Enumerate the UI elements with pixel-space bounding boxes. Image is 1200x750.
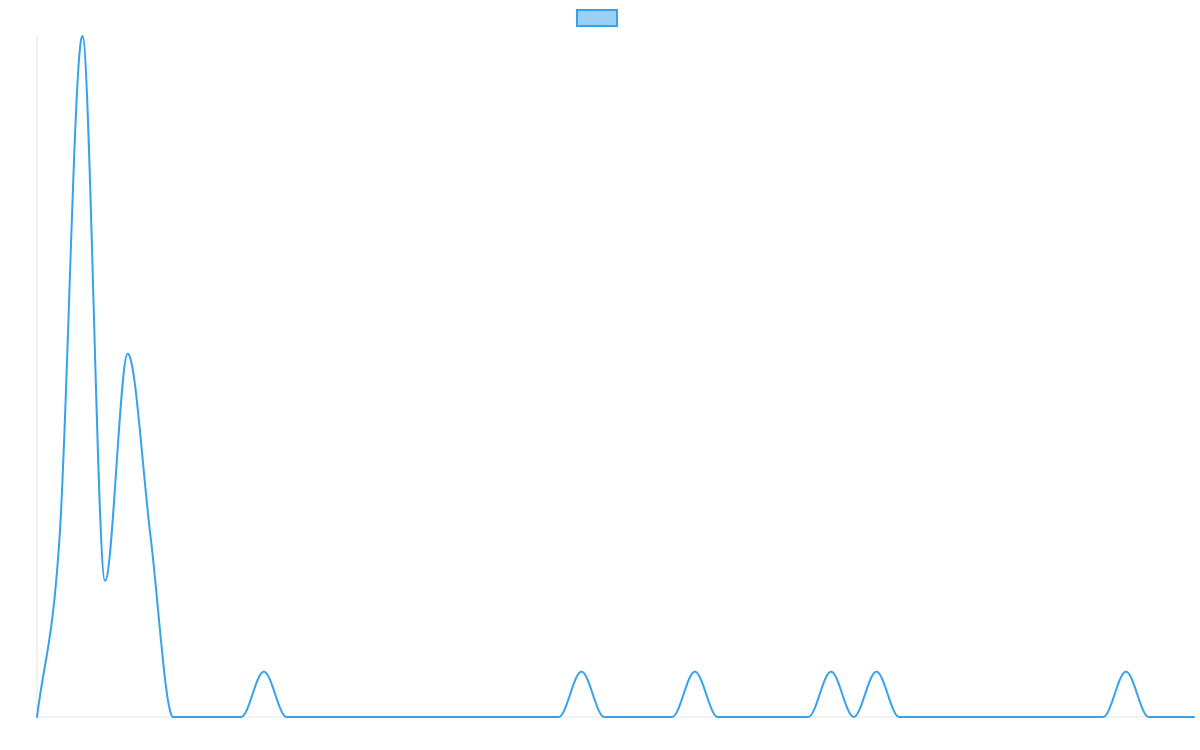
legend-swatch-series-1[interactable] <box>576 9 618 27</box>
legend[interactable] <box>0 9 1200 27</box>
data-points <box>34 33 1197 720</box>
series-line <box>36 35 1195 719</box>
